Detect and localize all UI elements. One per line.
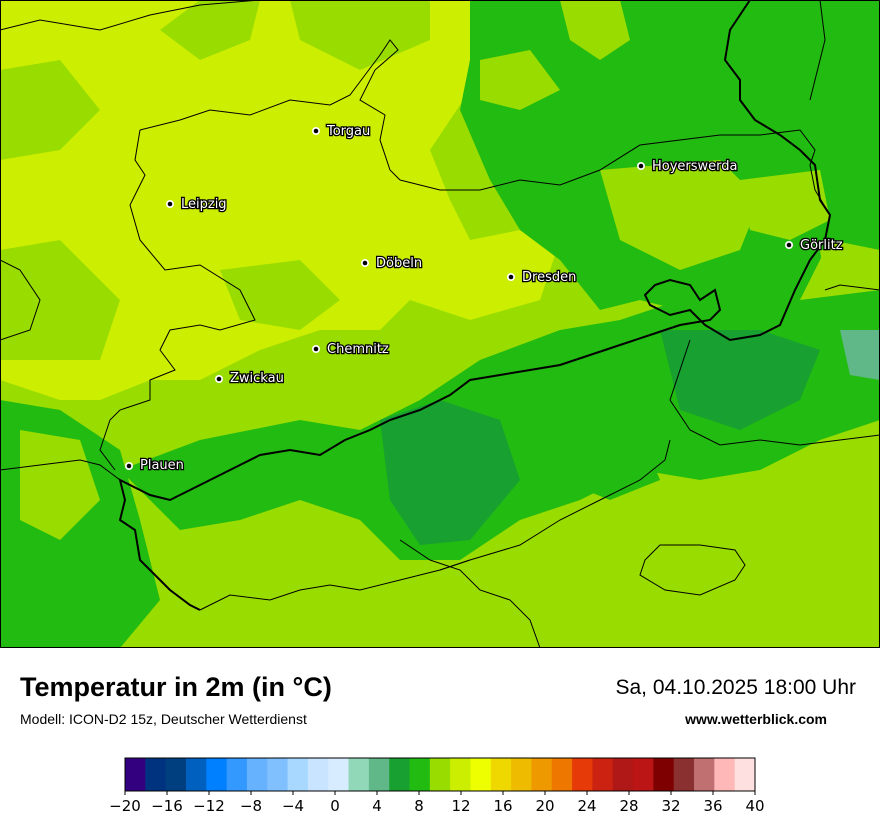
scale-swatch [389,758,411,791]
color-scale-ticks: −20 −16 −12 −8 −4 0 4 8 12 16 20 24 28 32 36 40 [109,791,765,815]
city-markers: Torgau Hoyerswerda Leipzig Görlitz Döbel… [125,123,844,474]
map-title: Temperatur in 2m (in °C) [20,672,332,702]
scale-tick-label: 16 [493,797,512,815]
scale-swatch [429,758,451,791]
scale-swatch [653,758,675,791]
scale-swatch [551,758,573,791]
scale-swatch [714,758,736,791]
scale-tick-label: 20 [535,797,554,815]
temperature-map: Torgau Hoyerswerda Leipzig Görlitz Döbel… [0,0,880,649]
svg-text:Görlitz: Görlitz [800,238,843,253]
city-torgau: Torgau [312,123,372,140]
scale-swatch [531,758,553,791]
svg-text:Dresden: Dresden [522,270,576,285]
city-goerlitz: Görlitz [785,237,844,254]
svg-text:Hoyerswerda: Hoyerswerda [652,159,738,174]
scale-swatch [572,758,593,791]
city-plauen: Plauen [125,457,185,474]
svg-text:Chemnitz: Chemnitz [327,342,389,357]
scale-swatch [287,758,309,791]
svg-text:Plauen: Plauen [140,458,184,473]
scale-swatch [409,758,431,791]
scale-swatch [511,758,532,791]
color-scale-swatches [125,758,756,791]
scale-swatch [185,758,207,791]
scale-swatch [307,758,329,791]
model-source: Modell: ICON-D2 15z, Deutscher Wetterdie… [20,711,307,727]
scale-swatch [267,758,289,791]
scale-swatch [125,758,146,791]
city-chemnitz: Chemnitz [312,341,390,358]
scale-tick-label: −8 [240,797,262,815]
scale-swatch [470,758,492,791]
scale-swatch [145,758,167,791]
scale-tick-label: 28 [619,797,638,815]
svg-text:Zwickau: Zwickau [230,371,284,386]
scale-swatch [673,758,695,791]
scale-swatch [490,758,512,791]
scale-tick-label: 24 [577,797,596,815]
scale-swatch [348,758,370,791]
svg-text:Döbeln: Döbeln [376,256,422,271]
city-hoyerswerda: Hoyerswerda [637,158,739,175]
scale-swatch [328,758,350,791]
map-footer: Temperatur in 2m (in °C) Modell: ICON-D2… [0,648,880,830]
scale-swatch [226,758,248,791]
forecast-datetime: Sa, 04.10.2025 18:00 Uhr [615,676,856,699]
website-link[interactable]: www.wetterblick.com [685,711,827,727]
scale-tick-label: 36 [703,797,722,815]
color-scale: −20 −16 −12 −8 −4 0 4 8 12 16 20 24 28 32 36 40 [109,757,765,815]
city-leipzig: Leipzig [166,196,228,213]
svg-text:Torgau: Torgau [326,124,370,139]
scale-tick-label: −20 [109,797,141,815]
scale-swatch [246,758,268,791]
scale-tick-label: 12 [451,797,470,815]
czech-regions [199,439,671,649]
scale-swatch [450,758,471,791]
scale-tick-label: −12 [193,797,225,815]
state-borders [0,0,880,596]
city-doebeln: Döbeln [361,255,423,272]
scale-tick-label: −16 [151,797,183,815]
city-dresden: Dresden [507,269,578,286]
scale-tick-label: 8 [414,797,424,815]
scale-swatch [694,758,715,791]
scale-tick-label: −4 [282,797,304,815]
scale-swatch [206,758,228,791]
scale-swatch [633,758,654,791]
scale-swatch [734,758,756,791]
scale-tick-label: 0 [330,797,340,815]
scale-swatch [592,758,614,791]
scale-tick-label: 32 [661,797,680,815]
city-zwickau: Zwickau [215,370,285,387]
scale-swatch [165,758,187,791]
national-border [118,0,832,611]
scale-tick-label: 40 [745,797,764,815]
scale-swatch [612,758,634,791]
svg-text:Leipzig: Leipzig [181,197,227,212]
scale-swatch [368,758,390,791]
scale-tick-label: 4 [372,797,382,815]
